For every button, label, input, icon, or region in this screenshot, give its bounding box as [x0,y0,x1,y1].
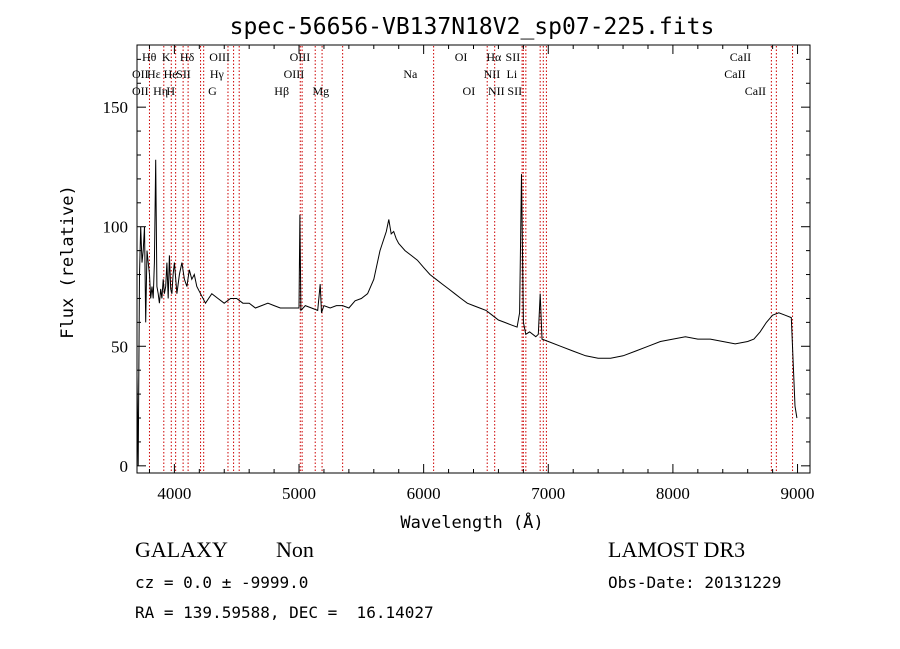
line-label-11: Hγ [210,67,225,81]
x-tick-label-1: 5000 [282,484,316,503]
y-tick-label-3: 150 [103,98,129,117]
x-tick-label-5: 9000 [781,484,815,503]
chart-title: spec-56656-VB137N18V2_sp07-225.fits [230,14,715,40]
line-label-7: H [166,84,175,98]
line-label-5: K [162,50,171,64]
plot-frame [136,44,811,474]
line-label-9: SII [176,67,191,81]
line-label-25: SII [507,84,522,98]
line-label-22: NII [488,84,505,98]
line-label-23: SII [506,50,521,64]
redshift-cz: cz = 0.0 ± -9999.0 [135,573,309,592]
line-label-3: Hε [147,67,161,81]
y-axis-label: Flux (relative) [58,185,78,339]
line-label-15: OIII [284,67,305,81]
line-label-20: Hα [486,50,502,64]
y-tick-label-1: 50 [111,337,128,356]
line-label-24: Li [507,67,518,81]
line-label-4: Hη [153,84,168,98]
line-label-2: Hθ [142,50,157,64]
x-axis-ticks: 4000 5000 6000 7000 8000 9000 [148,45,815,503]
observation-date: Obs-Date: 20131229 [608,573,782,592]
x-tick-label-2: 6000 [407,484,441,503]
line-label-27: CaII [724,67,745,81]
object-subclass: Non [276,537,314,562]
x-axis-label: Wavelength (Å) [400,511,543,533]
y-tick-label-2: 100 [103,218,129,237]
spectrum-line [136,159,798,466]
line-markers [148,46,794,472]
line-label-21: NII [484,67,501,81]
line-label-1: OII [132,84,149,98]
line-label-28: CaII [745,84,766,98]
line-label-17: Na [403,67,418,81]
x-tick-label-3: 7000 [531,484,565,503]
x-tick-label-4: 8000 [656,484,690,503]
survey-name: LAMOST DR3 [608,537,746,562]
line-label-8: Hδ [180,50,195,64]
line-label-18: OI [455,50,468,64]
line-label-13: Hβ [274,84,289,98]
line-label-10: OIII [209,50,230,64]
line-label-6: He [164,67,178,81]
y-tick-label-0: 0 [120,457,129,476]
y-axis-ticks: 0 50 100 150 [103,58,810,476]
line-label-26: CaII [730,50,751,64]
line-label-14: OIII [290,50,311,64]
object-class: GALAXY [135,537,228,562]
line-label-16: Mg [312,84,329,98]
line-label-12: G [208,84,217,98]
line-label-0: OII [132,67,149,81]
line-label-19: OI [463,84,476,98]
x-tick-label-0: 4000 [157,484,191,503]
coordinates: RA = 139.59588, DEC = 16.14027 [135,603,434,622]
line-labels: OII OII Hθ Hε Hη K He H Hδ SII OIII Hγ G Hβ OIII OIII Mg… [132,50,766,98]
